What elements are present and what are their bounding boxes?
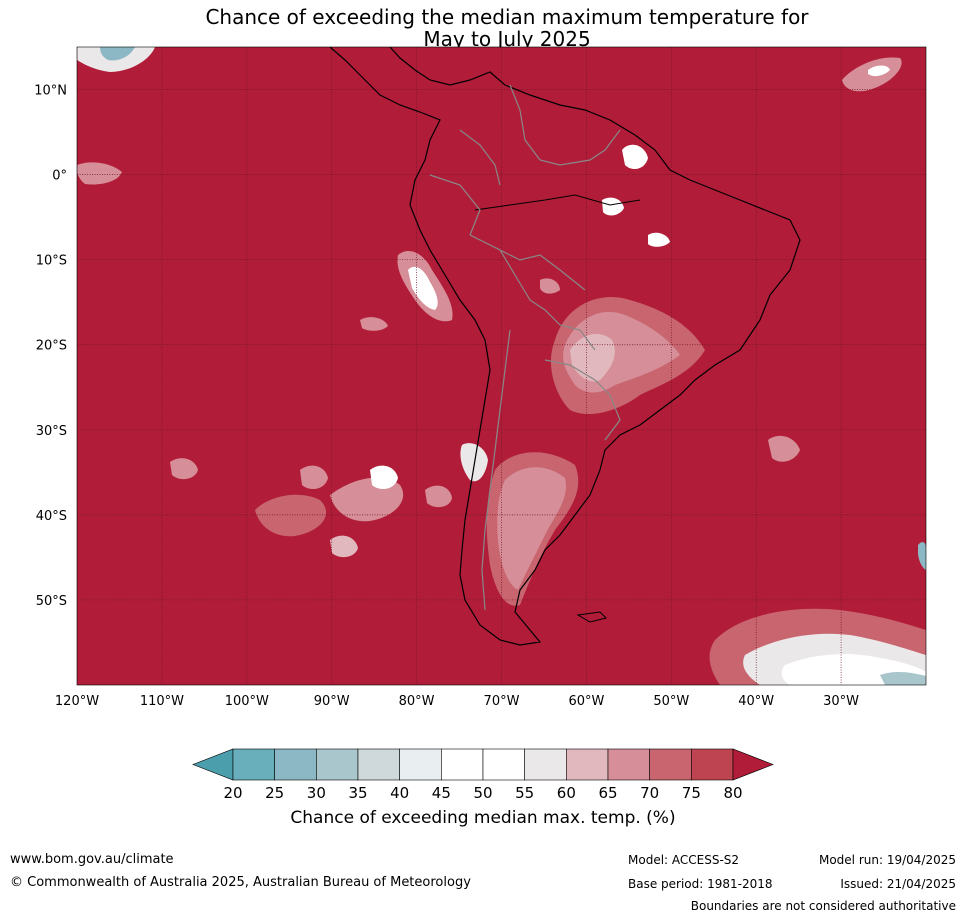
- footer-copyright: © Commonwealth of Australia 2025, Austra…: [10, 875, 471, 890]
- south-america-coastline: [329, 47, 801, 646]
- lon-tick-label: 90°W: [314, 694, 350, 709]
- footer-issued: Issued: 21/04/2025: [840, 877, 956, 891]
- border-segment: [429, 174, 481, 236]
- colorbar-tick-label: 75: [682, 784, 701, 800]
- patch-northwest-core: [100, 47, 135, 61]
- colorbar-tick-label: 25: [265, 784, 284, 800]
- footer-boundaries-note: Boundaries are not considered authoritat…: [690, 899, 956, 913]
- patch-amazon-3: [648, 232, 670, 247]
- patch-pacific-4: [300, 465, 328, 490]
- lon-tick-label: 50°W: [653, 694, 689, 709]
- border-segment: [544, 359, 621, 441]
- colorbar-bin: [566, 748, 609, 781]
- colorbar-tick-label: 60: [557, 784, 576, 800]
- lat-tick-label: 10°S: [36, 254, 67, 269]
- patch-pacific-6: [425, 485, 452, 508]
- footer-base-period: Base period: 1981-2018: [628, 877, 773, 891]
- lat-tick-label: 20°S: [36, 339, 67, 354]
- colorbar-tick-label: 70: [640, 784, 659, 800]
- map-title-line2: May to July 2025: [423, 27, 591, 51]
- map-frame: [76, 46, 927, 686]
- colorbar-bin: [607, 748, 650, 781]
- colorbar-tick-label: 80: [723, 784, 742, 800]
- lat-tick-label: 30°S: [36, 424, 67, 439]
- patch-east-edge: [918, 542, 926, 570]
- footer-model: Model: ACCESS-S2: [628, 853, 740, 867]
- map-title-line1: Chance of exceeding the median maximum t…: [205, 5, 809, 29]
- colorbar-bins: [192, 748, 774, 781]
- footer-model-run: Model run: 19/04/2025: [818, 853, 956, 867]
- region-55-60: [570, 333, 615, 382]
- lon-tick-label: 40°W: [738, 694, 774, 709]
- patch-pacific-5: [330, 535, 358, 558]
- colorbar-bin: [399, 748, 442, 781]
- border-segment: [481, 329, 511, 611]
- national-boundaries: [429, 84, 621, 611]
- amazon-river: [474, 194, 641, 211]
- colorbar-under-arrow: [192, 748, 234, 781]
- lat-tick-label: 50°S: [36, 594, 67, 609]
- colorbar-tick-label: 50: [473, 784, 492, 800]
- coastlines: [329, 47, 801, 646]
- colorbar-bin: [691, 748, 734, 781]
- colorbar-tick-label: 40: [390, 784, 409, 800]
- colorbar-tick-label: 65: [598, 784, 617, 800]
- colorbar-title: Chance of exceeding median max. temp. (%…: [290, 808, 676, 828]
- latitude-labels: 10°N 0° 10°S 20°S 30°S 40°S 50°S: [34, 84, 67, 609]
- colorbar-bin: [316, 748, 359, 781]
- colorbar-tick-label: 45: [432, 784, 451, 800]
- lon-tick-label: 70°W: [484, 694, 520, 709]
- lon-tick-label: 120°W: [55, 694, 99, 709]
- colorbar-tick-label: 55: [515, 784, 534, 800]
- forecast-map: 10°N 0° 10°S 20°S 30°S 40°S 50°S 120°W 110°W 100…: [34, 46, 927, 709]
- border-segment: [509, 84, 621, 166]
- footer-website[interactable]: www.bom.gov.au/climate: [10, 852, 174, 867]
- lon-tick-label: 60°W: [568, 694, 604, 709]
- patch-pacific-7: [170, 458, 198, 480]
- region-argentina-65: [497, 467, 566, 590]
- colorbar-bin: [232, 748, 275, 781]
- colorbar-tick-label: 20: [223, 784, 242, 800]
- colorbar-tick-label: 35: [348, 784, 367, 800]
- colorbar-tick-label: 30: [307, 784, 326, 800]
- lon-tick-label: 100°W: [225, 694, 269, 709]
- lon-tick-label: 80°W: [399, 694, 435, 709]
- colorbar: 20 25 30 35 40 45 50 55 60 65 70 75 80: [192, 748, 774, 800]
- lon-tick-label: 110°W: [140, 694, 184, 709]
- patch-amazon-1: [622, 144, 648, 170]
- lat-tick-label: 40°S: [36, 509, 67, 524]
- border-segment: [459, 129, 501, 186]
- lat-tick-label: 10°N: [34, 84, 67, 99]
- patch-peru-core: [408, 266, 438, 310]
- region-southern-ocean-40: [880, 672, 926, 685]
- lon-tick-label: 30°W: [823, 694, 859, 709]
- falkland-islands: [576, 611, 607, 623]
- lat-tick-label: 0°: [52, 169, 67, 184]
- patch-amazon-4: [540, 278, 560, 294]
- colorbar-bin: [482, 748, 525, 781]
- probability-field: [77, 47, 926, 685]
- patch-northeast-core: [868, 65, 890, 77]
- patch-peru-small: [360, 317, 388, 331]
- colorbar-bin: [274, 748, 317, 781]
- border-segment: [499, 249, 586, 291]
- colorbar-bin: [649, 748, 692, 781]
- colorbar-bin: [357, 748, 400, 781]
- patch-amazon-2: [602, 197, 624, 216]
- patch-pacific-1: [255, 494, 327, 537]
- longitude-labels: 120°W 110°W 100°W 90°W 80°W 70°W 60°W 50°W 40°W 3…: [55, 694, 859, 709]
- colorbar-bin: [524, 748, 567, 781]
- patch-west-equator: [77, 162, 122, 185]
- patch-southeast: [768, 435, 800, 462]
- colorbar-bin: [441, 748, 484, 781]
- border-segment: [469, 234, 596, 351]
- patch-pacific-3: [370, 465, 398, 490]
- colorbar-tick-labels: 20 25 30 35 40 45 50 55 60 65 70 75 80: [223, 784, 742, 800]
- gridlines: [77, 47, 926, 685]
- colorbar-over-arrow: [732, 748, 774, 781]
